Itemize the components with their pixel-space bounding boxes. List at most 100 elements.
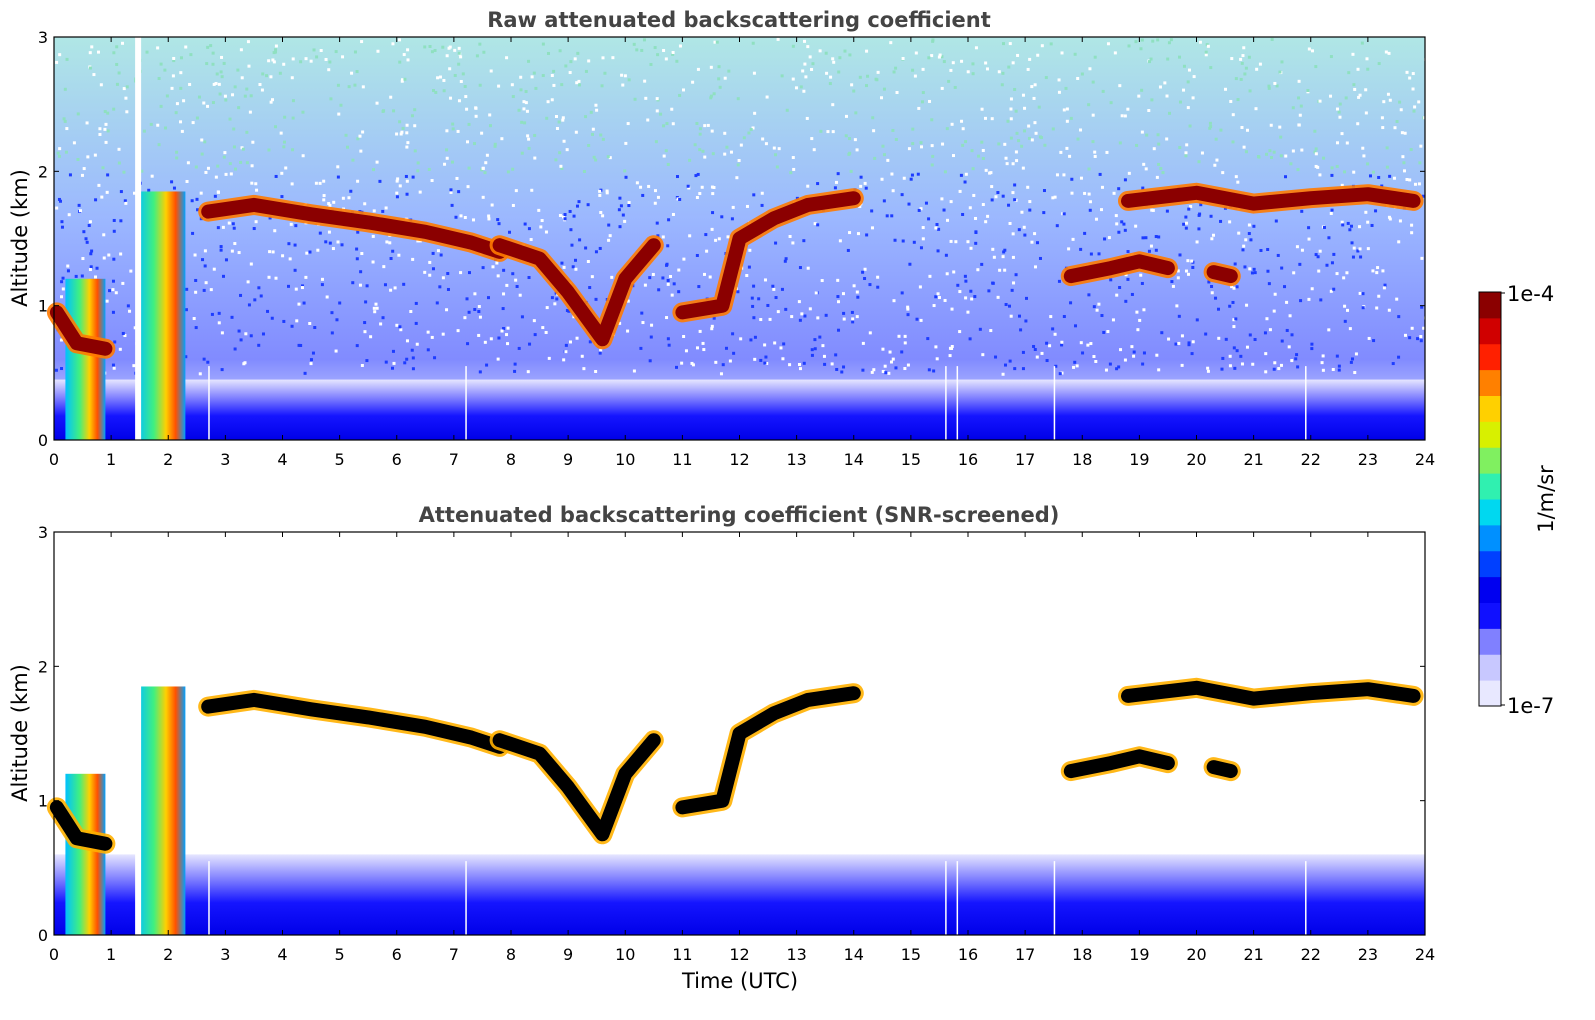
- noise-pixel: [1366, 67, 1370, 71]
- noise-pixel: [661, 276, 665, 280]
- noise-pixel: [495, 261, 499, 265]
- noise-pixel: [278, 71, 282, 75]
- noise-pixel: [279, 131, 283, 135]
- noise-pixel: [261, 72, 265, 76]
- noise-pixel: [816, 182, 820, 186]
- noise-pixel: [1290, 333, 1294, 337]
- noise-pixel: [670, 293, 674, 297]
- noise-pixel: [820, 279, 824, 283]
- noise-pixel: [329, 97, 333, 101]
- noise-pixel: [406, 141, 410, 145]
- noise-pixel: [1022, 225, 1026, 229]
- noise-pixel: [794, 86, 798, 90]
- noise-pixel: [1197, 227, 1201, 231]
- cloud-core: [201, 692, 507, 754]
- noise-pixel: [1184, 226, 1188, 230]
- noise-pixel: [1118, 141, 1122, 145]
- noise-pixel: [1093, 150, 1097, 154]
- noise-pixel: [241, 147, 245, 151]
- noise-pixel: [111, 363, 115, 367]
- noise-pixel: [544, 230, 548, 234]
- noise-pixel: [886, 158, 890, 162]
- noise-pixel: [1337, 368, 1341, 372]
- noise-pixel: [1224, 87, 1228, 91]
- noise-pixel: [493, 144, 497, 148]
- noise-pixel: [1157, 162, 1161, 166]
- noise-pixel: [1343, 319, 1347, 323]
- noise-pixel: [164, 126, 168, 130]
- noise-pixel: [851, 317, 855, 321]
- noise-pixel: [525, 109, 529, 113]
- noise-pixel: [855, 315, 859, 319]
- noise-pixel: [1340, 183, 1344, 187]
- noise-pixel: [212, 82, 216, 86]
- noise-pixel: [175, 102, 179, 106]
- noise-pixel: [731, 332, 735, 336]
- noise-pixel: [388, 241, 392, 245]
- noise-pixel: [527, 137, 531, 141]
- noise-pixel: [890, 172, 894, 176]
- noise-pixel: [179, 120, 183, 124]
- colorbar-step: [1479, 395, 1501, 422]
- noise-pixel: [485, 363, 489, 367]
- noise-pixel: [1335, 354, 1339, 358]
- noise-pixel: [228, 117, 232, 121]
- noise-pixel: [1089, 252, 1093, 256]
- noise-pixel: [214, 81, 218, 85]
- noise-pixel: [192, 317, 196, 321]
- noise-pixel: [270, 316, 274, 320]
- noise-pixel: [1228, 364, 1232, 368]
- x-tick-label: 10: [615, 945, 635, 964]
- noise-pixel: [731, 205, 735, 209]
- noise-pixel: [253, 298, 257, 302]
- noise-pixel: [318, 231, 322, 235]
- noise-pixel: [371, 234, 375, 238]
- noise-pixel: [788, 363, 792, 367]
- noise-pixel: [678, 197, 682, 201]
- x-tick-label: 0: [49, 450, 59, 469]
- noise-pixel: [1374, 209, 1378, 213]
- noise-pixel: [1306, 88, 1310, 92]
- noise-pixel: [1021, 367, 1025, 371]
- noise-pixel: [356, 179, 360, 183]
- noise-pixel: [790, 315, 794, 319]
- noise-pixel: [1350, 241, 1354, 245]
- colorbar-step: [1479, 343, 1501, 371]
- noise-pixel: [401, 126, 405, 130]
- x-tick-label: 12: [729, 450, 749, 469]
- noise-pixel: [736, 97, 740, 101]
- noise-pixel: [1237, 231, 1241, 235]
- noise-pixel: [590, 275, 594, 279]
- noise-pixel: [1242, 145, 1246, 149]
- noise-pixel: [1100, 208, 1104, 212]
- noise-pixel: [402, 53, 406, 57]
- noise-pixel: [123, 199, 127, 203]
- noise-pixel: [301, 284, 305, 288]
- noise-pixel: [1087, 293, 1091, 297]
- noise-pixel: [1045, 359, 1049, 363]
- noise-pixel: [89, 265, 93, 269]
- noise-pixel: [395, 179, 399, 183]
- noise-pixel: [528, 342, 532, 346]
- noise-pixel: [511, 95, 515, 99]
- noise-pixel: [1119, 348, 1123, 352]
- noise-pixel: [88, 51, 92, 55]
- noise-pixel: [457, 51, 461, 55]
- noise-pixel: [188, 82, 192, 86]
- noise-pixel: [908, 262, 912, 266]
- noise-pixel: [635, 48, 639, 52]
- noise-pixel: [1264, 370, 1268, 374]
- noise-pixel: [1300, 248, 1304, 252]
- noise-pixel: [919, 141, 923, 145]
- cloud-core: [1121, 185, 1421, 211]
- noise-pixel: [1268, 149, 1272, 153]
- noise-pixel: [1299, 104, 1303, 108]
- noise-pixel: [221, 225, 225, 229]
- noise-pixel: [934, 345, 938, 349]
- noise-pixel: [309, 362, 313, 366]
- noise-pixel: [1182, 88, 1186, 92]
- noise-pixel: [474, 106, 478, 110]
- noise-pixel: [945, 272, 949, 276]
- noise-pixel: [453, 48, 457, 52]
